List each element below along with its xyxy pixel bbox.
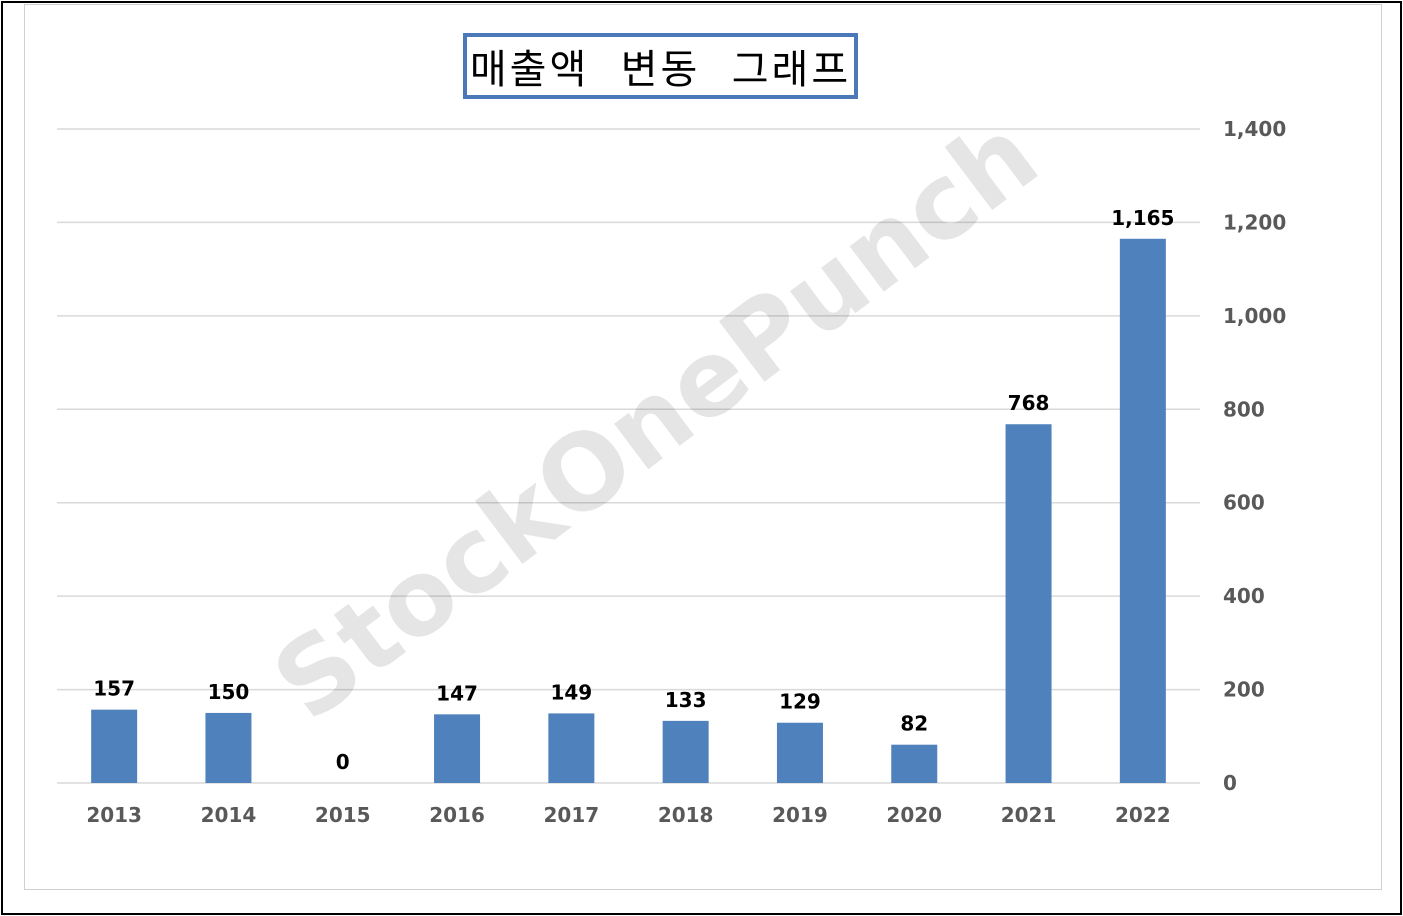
y-tick-label: 0 bbox=[1223, 771, 1237, 795]
chart-title: 매출액 변동 그래프 bbox=[469, 47, 852, 93]
data-label-2022: 1,165 bbox=[1111, 206, 1174, 230]
y-tick-label: 1,000 bbox=[1223, 304, 1286, 328]
data-label-2017: 149 bbox=[550, 680, 592, 704]
x-tick-label: 2019 bbox=[772, 803, 828, 827]
bar-2021 bbox=[1005, 424, 1052, 783]
y-tick-label: 1,400 bbox=[1223, 117, 1286, 141]
bars bbox=[91, 238, 1166, 783]
y-tick-label: 200 bbox=[1223, 678, 1265, 702]
x-tick-label: 2017 bbox=[544, 803, 600, 827]
chart-title-box: 매출액 변동 그래프 bbox=[463, 33, 858, 99]
x-axis-ticks: 2013 2014 2015 2016 2017 2018 2019 2020 2021 2022 bbox=[86, 803, 1170, 827]
bar-2017 bbox=[548, 713, 595, 783]
watermark-layer: StockOnePunch bbox=[251, 93, 1059, 744]
bar-2013 bbox=[91, 709, 138, 783]
watermark-text: StockOnePunch bbox=[251, 93, 1059, 744]
data-label-2020: 82 bbox=[900, 712, 928, 736]
data-labels: 157 150 0 147 149 133 129 82 768 1,165 bbox=[93, 206, 1174, 774]
data-label-2014: 150 bbox=[208, 680, 250, 704]
x-tick-label: 2022 bbox=[1115, 803, 1171, 827]
x-tick-label: 2018 bbox=[658, 803, 714, 827]
x-tick-label: 2016 bbox=[429, 803, 485, 827]
y-tick-label: 800 bbox=[1223, 397, 1265, 421]
data-label-2016: 147 bbox=[436, 681, 478, 705]
y-tick-label: 600 bbox=[1223, 491, 1265, 515]
data-label-2021: 768 bbox=[1008, 391, 1050, 415]
bar-2016 bbox=[434, 714, 481, 783]
bar-2019 bbox=[776, 722, 823, 783]
x-tick-label: 2014 bbox=[201, 803, 257, 827]
y-axis-ticks: 0 200 400 600 800 1,000 1,200 1,400 bbox=[1223, 117, 1286, 795]
x-tick-label: 2020 bbox=[886, 803, 942, 827]
bar-2018 bbox=[662, 720, 709, 783]
x-tick-label: 2013 bbox=[86, 803, 142, 827]
x-tick-label: 2015 bbox=[315, 803, 371, 827]
bar-2022 bbox=[1119, 238, 1166, 783]
bar-2020 bbox=[891, 744, 938, 783]
y-tick-label: 400 bbox=[1223, 584, 1265, 608]
data-label-2019: 129 bbox=[779, 690, 821, 714]
data-label-2015: 0 bbox=[336, 750, 350, 774]
data-label-2018: 133 bbox=[665, 688, 707, 712]
data-label-2013: 157 bbox=[93, 677, 135, 701]
chart-area bbox=[24, 4, 1382, 890]
x-tick-label: 2021 bbox=[1001, 803, 1057, 827]
y-tick-label: 1,200 bbox=[1223, 210, 1286, 234]
bar-2014 bbox=[205, 712, 252, 783]
